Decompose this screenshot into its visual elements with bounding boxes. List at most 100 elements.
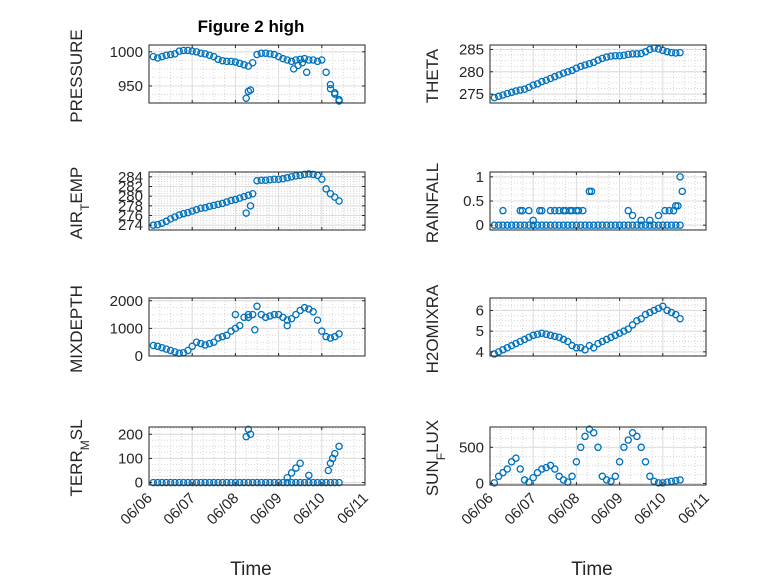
data-point [499, 468, 507, 477]
data-point [158, 219, 166, 227]
data-point [335, 330, 343, 338]
data-point [529, 216, 537, 225]
x-tick-label: 06/09 [588, 490, 627, 529]
axes-box [489, 426, 707, 486]
subplot-pressure: 950 1000 PRESSURE [67, 29, 366, 123]
data-point [309, 170, 317, 179]
data-point [242, 209, 250, 217]
y-tick-label: 284 [118, 169, 143, 186]
data-point [574, 206, 583, 215]
data-point [184, 46, 192, 55]
data-point [302, 68, 311, 77]
data-point [589, 343, 598, 352]
data-point [253, 302, 261, 311]
data-point [529, 331, 537, 340]
data-point [646, 45, 654, 54]
data-point [279, 54, 287, 63]
data-point [663, 221, 671, 229]
data-point [326, 80, 335, 89]
data-point [283, 56, 291, 64]
data-point [305, 56, 313, 64]
data-point [214, 55, 222, 64]
data-point [494, 348, 503, 356]
y-tick-label: 1000 [110, 320, 143, 337]
data-point [210, 478, 218, 487]
data-point [171, 348, 179, 356]
data-point [300, 170, 309, 179]
data-point [641, 47, 650, 56]
data-point [322, 185, 330, 193]
data-point [184, 478, 192, 487]
axes-box [148, 297, 366, 357]
data-point [305, 170, 313, 178]
data-point [324, 466, 333, 475]
data-point [568, 472, 576, 481]
data-point [615, 51, 624, 60]
data-point [283, 478, 291, 487]
data-point [171, 213, 179, 221]
x-axis-label: Time [230, 559, 272, 580]
data-point [223, 57, 231, 66]
data-point [637, 216, 645, 225]
data-point [581, 61, 589, 69]
data-point [659, 302, 667, 311]
data-point [248, 189, 257, 198]
data-point [516, 86, 524, 94]
data-point [678, 187, 686, 196]
data-point [166, 215, 175, 223]
data-point [646, 472, 654, 481]
data-point [235, 59, 244, 68]
data-point [624, 50, 632, 59]
y-tick-label: 275 [459, 86, 484, 103]
data-point [663, 47, 671, 56]
data-point [594, 443, 602, 452]
data-point [296, 459, 304, 467]
y-tick-label: 500 [459, 439, 484, 456]
data-point [257, 49, 266, 57]
subplot-mixdepth: 0 1000 2000 MIXDEPTH [67, 285, 366, 373]
data-point [149, 341, 158, 350]
data-point [214, 478, 222, 487]
data-point [166, 346, 175, 355]
data-point [246, 202, 255, 210]
data-point [240, 61, 248, 69]
y-axis-label: MIXDEPTH [67, 285, 86, 373]
data-point [261, 313, 270, 322]
data-point [564, 68, 572, 76]
data-point [507, 88, 516, 97]
data-point [503, 465, 512, 473]
data-point [538, 77, 546, 86]
data-point [270, 175, 279, 183]
data-point [287, 478, 296, 487]
data-point [283, 321, 291, 330]
data-point [533, 80, 542, 88]
y-tick-label: 2000 [110, 293, 143, 310]
data-point [572, 458, 581, 466]
data-point [525, 83, 533, 92]
data-point [153, 220, 162, 229]
data-point [240, 478, 248, 487]
data-point [283, 473, 291, 482]
y-tick-label: 278 [118, 198, 143, 215]
data-point [529, 473, 537, 482]
data-point [261, 478, 270, 487]
data-point [218, 332, 227, 341]
data-point [667, 48, 676, 57]
data-point [572, 343, 581, 352]
data-point [188, 342, 196, 351]
data-point [546, 461, 555, 470]
data-point [153, 342, 162, 351]
data-point [283, 174, 291, 182]
data-series [490, 302, 684, 358]
y-tick-label: 280 [118, 188, 143, 205]
data-point [512, 339, 520, 348]
data-point [205, 202, 214, 211]
data-point [654, 45, 663, 53]
data-point [546, 221, 555, 229]
x-tick-label: 06/07 [160, 490, 199, 529]
data-point [223, 331, 231, 340]
data-series [490, 44, 684, 102]
data-point [210, 201, 218, 210]
data-point [615, 458, 624, 466]
